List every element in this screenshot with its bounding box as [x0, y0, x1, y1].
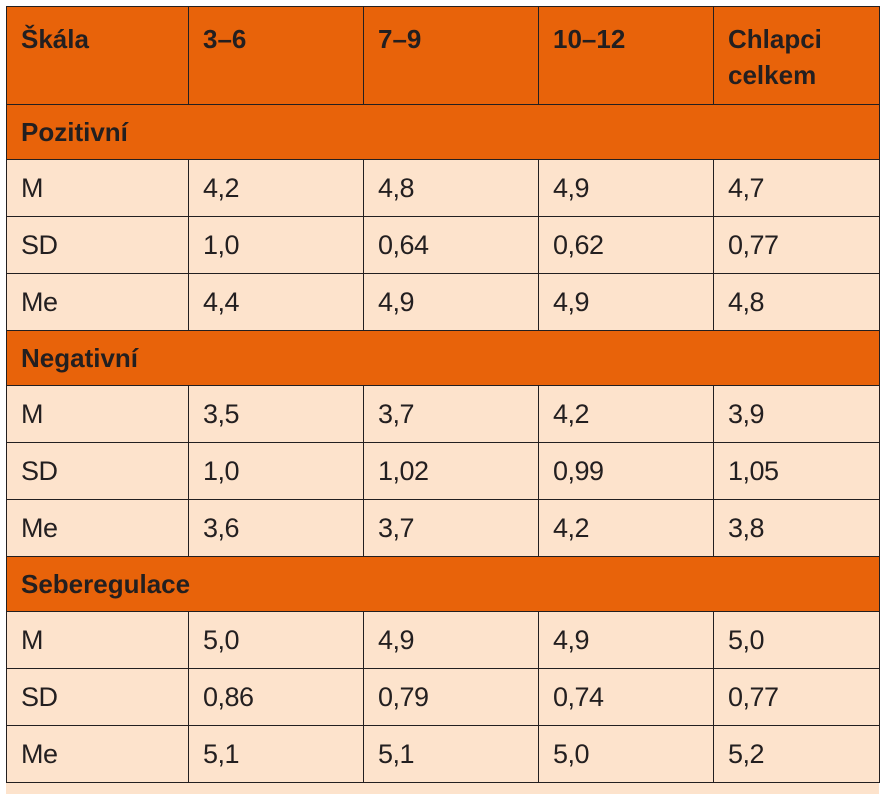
header-cell-age-3-6: 3–6	[188, 6, 364, 105]
table-cell: 1,02	[363, 442, 539, 500]
table-cell: 5,0	[538, 725, 714, 783]
row-label: Me	[6, 725, 189, 783]
header-cell-age-7-9: 7–9	[363, 6, 539, 105]
table-cell: 3,6	[188, 499, 364, 557]
table-cell: 4,2	[538, 499, 714, 557]
table-cell: 4,2	[538, 385, 714, 443]
table-cell: 0,64	[363, 216, 539, 274]
table-row: SD 1,0 1,02 0,99 1,05	[6, 442, 880, 500]
table-cell: 4,9	[538, 273, 714, 331]
table-row: Me 5,1 5,1 5,0 5,2	[6, 725, 880, 783]
table-cell: 5,1	[363, 725, 539, 783]
header-cell-boys-total: Chlapci celkem	[713, 6, 880, 105]
table-row: SD 1,0 0,64 0,62 0,77	[6, 216, 880, 274]
table-cell: 4,9	[363, 273, 539, 331]
row-label: SD	[6, 216, 189, 274]
table-cell: 3,7	[363, 499, 539, 557]
table-cell: 5,0	[188, 611, 364, 669]
section-label: Negativní	[6, 330, 880, 386]
table-cell: 0,62	[538, 216, 714, 274]
table-cell: 1,0	[188, 216, 364, 274]
table-cell: 1,05	[713, 442, 880, 500]
row-label: M	[6, 385, 189, 443]
row-label: SD	[6, 668, 189, 726]
section-row-self-regulation: Seberegulace	[6, 556, 880, 612]
section-label: Pozitivní	[6, 104, 880, 160]
header-cell-scale: Škála	[6, 6, 189, 105]
header-row: Škála 3–6 7–9 10–12 Chlapci celkem	[6, 6, 880, 105]
table-row: M 3,5 3,7 4,2 3,9	[6, 385, 880, 443]
table-cell: 3,5	[188, 385, 364, 443]
table-cell: 0,77	[713, 216, 880, 274]
header-cell-age-10-12: 10–12	[538, 6, 714, 105]
table-cell: 0,86	[188, 668, 364, 726]
table-cell: 4,9	[538, 159, 714, 217]
row-label: M	[6, 159, 189, 217]
table-cell: 5,0	[713, 611, 880, 669]
table-cell: 4,9	[363, 611, 539, 669]
table-cell: 0,79	[363, 668, 539, 726]
section-row-positive: Pozitivní	[6, 104, 880, 160]
table-cell: 0,74	[538, 668, 714, 726]
section-label: Seberegulace	[6, 556, 880, 612]
table-cell: 1,0	[188, 442, 364, 500]
table-cell: 4,4	[188, 273, 364, 331]
data-table: Škála 3–6 7–9 10–12 Chlapci celkem Pozit…	[6, 6, 880, 783]
table-row: M 4,2 4,8 4,9 4,7	[6, 159, 880, 217]
table-cell: 4,7	[713, 159, 880, 217]
table-row: SD 0,86 0,79 0,74 0,77	[6, 668, 880, 726]
row-label: Me	[6, 499, 189, 557]
table-row: M 5,0 4,9 4,9 5,0	[6, 611, 880, 669]
table-row: Me 4,4 4,9 4,9 4,8	[6, 273, 880, 331]
table-cell: 4,2	[188, 159, 364, 217]
row-label: M	[6, 611, 189, 669]
table-cell: 5,2	[713, 725, 880, 783]
row-label: Me	[6, 273, 189, 331]
table-container: Škála 3–6 7–9 10–12 Chlapci celkem Pozit…	[6, 6, 880, 794]
table-cell: 3,8	[713, 499, 880, 557]
table-row: Me 3,6 3,7 4,2 3,8	[6, 499, 880, 557]
table-cell: 5,1	[188, 725, 364, 783]
section-row-negative: Negativní	[6, 330, 880, 386]
table-cell: 0,99	[538, 442, 714, 500]
row-label: SD	[6, 442, 189, 500]
table-cell: 0,77	[713, 668, 880, 726]
table-cell: 4,8	[363, 159, 539, 217]
table-cell: 4,8	[713, 273, 880, 331]
table-cell: 3,7	[363, 385, 539, 443]
table-cell: 3,9	[713, 385, 880, 443]
table-cell: 4,9	[538, 611, 714, 669]
